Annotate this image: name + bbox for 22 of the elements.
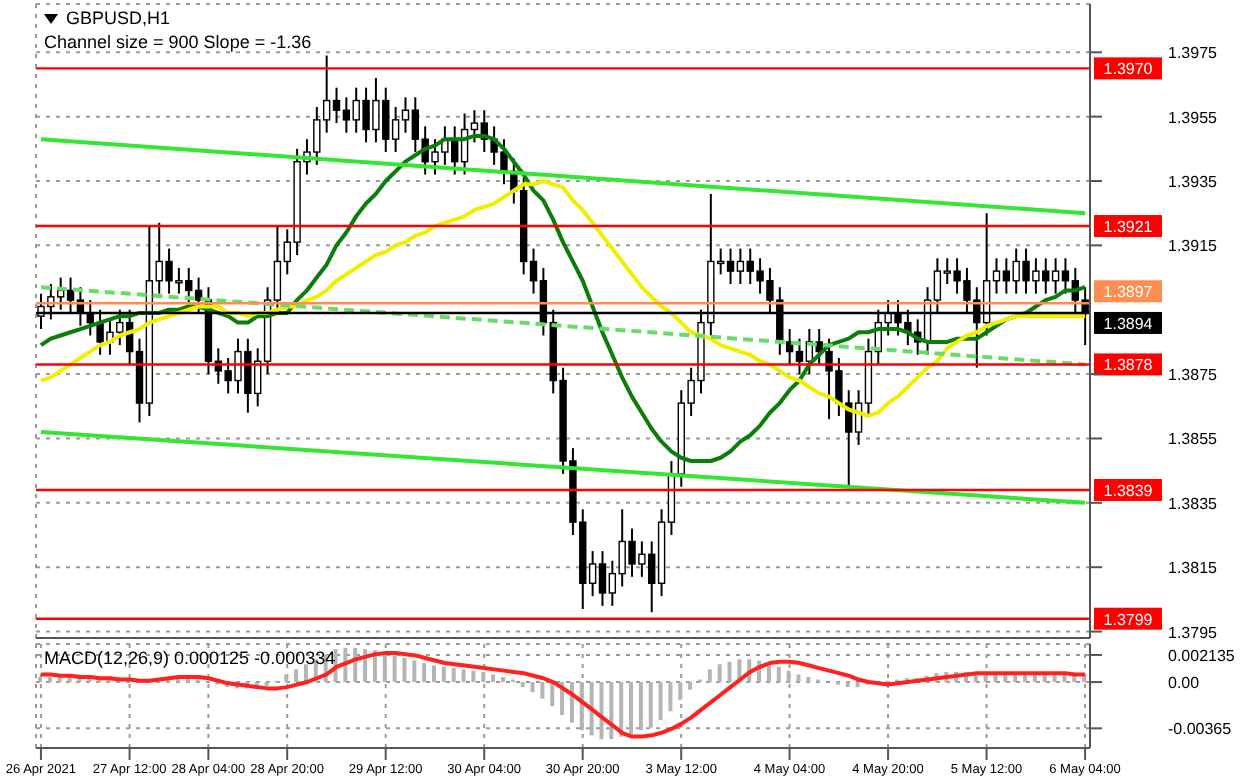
y-tick-label: 0.002135 (1168, 646, 1236, 665)
ref-line-label: 1.3839 (1103, 481, 1154, 500)
text: Channel size = 900 Slope = -1.36 (44, 30, 312, 54)
chart-title: MACD(12,26,9) 0.000125 -0.000334 (44, 646, 336, 670)
y-tick-label: 1.3795 (1168, 623, 1219, 642)
chart-title: GBPUSD,H1 (66, 6, 171, 30)
ref-line-label: 1.3921 (1103, 218, 1154, 237)
y-tick-label: 1.3875 (1168, 366, 1219, 385)
ref-line-label: 1.3799 (1103, 610, 1154, 629)
ref-line-label: 1.3970 (1103, 60, 1154, 79)
y-tick-label: 1.3855 (1168, 430, 1219, 449)
ref-line-label: 1.3878 (1103, 356, 1154, 375)
y-tick-label: 1.3955 (1168, 108, 1219, 127)
y-tick-label: 0.00 (1168, 674, 1201, 693)
y-tick-label: 1.3935 (1168, 173, 1219, 192)
ref-line-label: 1.3897 (1103, 283, 1154, 302)
y-tick-label: 1.3975 (1168, 44, 1219, 63)
y-tick-label: -0.00365 (1168, 720, 1233, 739)
y-tick-label: 1.3815 (1168, 559, 1219, 578)
y-tick-label: 1.3835 (1168, 494, 1219, 513)
y-tick-label: 1.3915 (1168, 237, 1219, 256)
ref-line-label: 1.3894 (1103, 314, 1154, 333)
